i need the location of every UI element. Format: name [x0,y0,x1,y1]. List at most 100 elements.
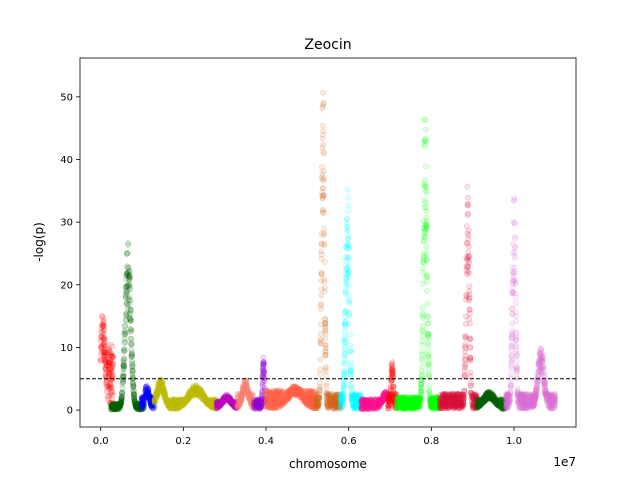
data-point [128,335,135,342]
data-point [136,406,142,413]
data-point [114,405,120,412]
data-point [125,269,132,276]
data-point [107,389,114,396]
data-point [112,401,118,408]
data-point [139,403,145,410]
data-point [126,282,132,289]
data-point [121,347,128,354]
data-point [109,353,115,360]
data-point [345,292,352,299]
data-point [125,272,132,279]
data-point [345,202,351,209]
data-point [99,312,105,319]
data-point [112,401,119,408]
data-point [395,405,402,412]
data-point [112,403,119,410]
data-point [100,330,107,337]
data-point [131,397,138,404]
points-layer [97,89,559,413]
data-point [107,352,114,359]
data-point [103,388,110,395]
data-point [116,404,122,411]
data-point [127,297,134,304]
data-point [111,403,117,410]
data-point [132,401,139,408]
data-point [419,333,426,339]
data-point [135,401,142,407]
data-point [116,404,122,410]
data-point [156,380,163,386]
data-point [423,189,430,195]
data-point [107,349,113,355]
data-point [140,403,147,409]
data-point [140,400,146,407]
data-point [132,402,139,409]
data-point [103,357,110,364]
data-point [419,323,426,329]
data-point [133,404,140,411]
data-point [131,393,137,400]
data-point [98,333,104,340]
data-point [118,397,125,404]
data-point [99,323,106,329]
data-point [121,363,128,370]
data-point [98,324,105,331]
data-point [102,364,109,371]
data-point [418,387,424,394]
data-point [110,401,117,408]
data-point [107,360,114,367]
data-point [99,336,106,342]
data-point [327,397,334,404]
data-point [122,339,129,345]
data-point [97,344,104,351]
data-point [103,362,110,368]
data-point [117,402,123,409]
data-point [102,342,108,349]
data-point [121,328,128,334]
data-point [109,401,116,408]
data-point [136,403,143,410]
data-point [122,287,129,294]
data-point [100,322,107,329]
data-point [135,403,142,410]
data-point [418,348,425,355]
data-point [108,350,115,357]
data-point [129,376,136,383]
data-point [120,370,127,377]
data-point [341,343,348,350]
data-point [130,383,137,390]
data-point [128,351,135,358]
data-point [101,353,108,360]
data-point [105,347,112,353]
data-point [99,334,105,341]
data-point [125,264,132,271]
data-point [322,372,329,379]
data-point [138,404,145,411]
data-point [100,341,107,347]
data-point [102,366,109,372]
data-point [127,316,134,323]
data-point [126,276,133,283]
data-point [97,357,104,363]
data-point [133,402,139,409]
data-point [125,242,132,248]
data-point [116,402,123,409]
data-point [130,384,136,391]
data-point [347,348,354,355]
data-point [136,402,142,409]
data-point [119,389,126,396]
data-point [117,401,124,408]
data-point [110,404,117,411]
data-point [125,295,132,302]
data-point [108,403,114,410]
data-point [124,250,130,257]
data-point [117,401,124,407]
data-point [270,390,277,397]
data-point [117,400,124,407]
data-point [108,371,115,378]
data-point [103,383,110,390]
data-point [136,404,143,411]
data-point [111,401,118,407]
data-point [115,401,122,407]
data-point [343,219,350,226]
